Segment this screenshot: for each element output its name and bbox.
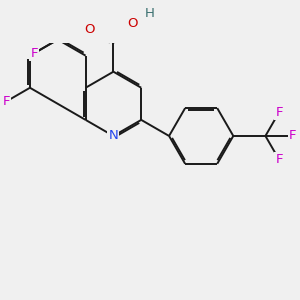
Text: F: F (275, 106, 283, 119)
Text: O: O (85, 22, 95, 36)
Text: F: F (275, 153, 283, 166)
Text: N: N (109, 130, 118, 142)
Text: H: H (145, 8, 154, 20)
Text: O: O (128, 17, 138, 30)
Text: F: F (30, 47, 38, 60)
Text: F: F (289, 130, 296, 142)
Text: F: F (3, 95, 10, 108)
